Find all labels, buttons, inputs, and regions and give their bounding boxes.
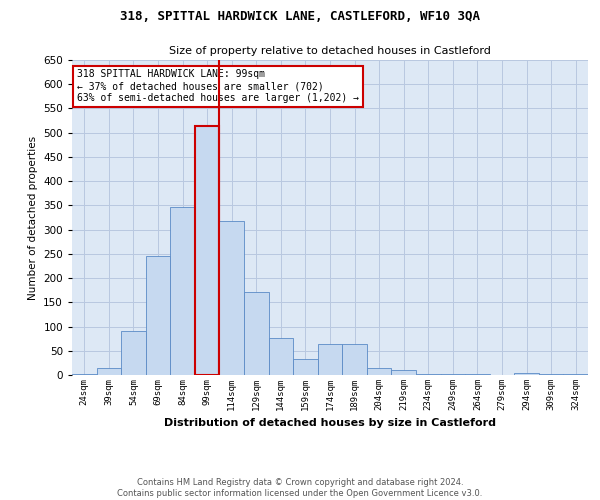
- Bar: [146, 256, 170, 375]
- Bar: [539, 374, 563, 375]
- Bar: [170, 208, 195, 375]
- Bar: [72, 374, 97, 375]
- Bar: [318, 344, 342, 375]
- Bar: [293, 358, 318, 375]
- Bar: [244, 292, 269, 375]
- Bar: [342, 344, 367, 375]
- Y-axis label: Number of detached properties: Number of detached properties: [28, 136, 38, 300]
- Text: 318, SPITTAL HARDWICK LANE, CASTLEFORD, WF10 3QA: 318, SPITTAL HARDWICK LANE, CASTLEFORD, …: [120, 10, 480, 23]
- Bar: [367, 368, 391, 375]
- Bar: [416, 374, 440, 375]
- Title: Size of property relative to detached houses in Castleford: Size of property relative to detached ho…: [169, 46, 491, 56]
- Bar: [220, 221, 244, 375]
- Bar: [563, 374, 588, 375]
- Text: 318 SPITTAL HARDWICK LANE: 99sqm
← 37% of detached houses are smaller (702)
63% : 318 SPITTAL HARDWICK LANE: 99sqm ← 37% o…: [77, 70, 359, 102]
- Text: Contains HM Land Registry data © Crown copyright and database right 2024.
Contai: Contains HM Land Registry data © Crown c…: [118, 478, 482, 498]
- Bar: [465, 374, 490, 375]
- Bar: [391, 370, 416, 375]
- Bar: [195, 126, 220, 375]
- Bar: [121, 331, 146, 375]
- X-axis label: Distribution of detached houses by size in Castleford: Distribution of detached houses by size …: [164, 418, 496, 428]
- Bar: [97, 368, 121, 375]
- Bar: [514, 372, 539, 375]
- Bar: [269, 338, 293, 375]
- Bar: [440, 374, 465, 375]
